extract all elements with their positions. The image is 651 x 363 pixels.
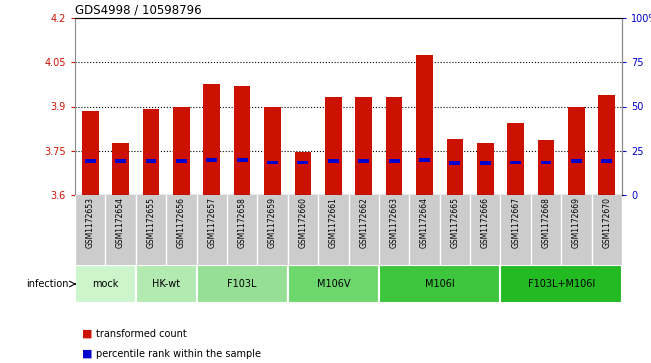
Bar (237, 158, 247, 162)
Text: GSM1172659: GSM1172659 (268, 197, 277, 248)
Text: transformed count: transformed count (96, 329, 187, 339)
Bar (264, 106, 281, 195)
Bar (477, 143, 493, 195)
Bar (136, 265, 197, 303)
Bar (325, 97, 342, 195)
Bar (328, 159, 339, 163)
Bar (234, 86, 251, 195)
Bar (447, 139, 464, 195)
Bar (206, 158, 217, 162)
Bar (379, 265, 501, 303)
Text: GSM1172670: GSM1172670 (602, 197, 611, 248)
Text: F103L: F103L (227, 279, 257, 289)
Bar (358, 159, 369, 163)
Text: GDS4998 / 10598796: GDS4998 / 10598796 (75, 3, 202, 16)
Text: M106V: M106V (316, 279, 350, 289)
Text: GSM1172655: GSM1172655 (146, 197, 156, 248)
Bar (355, 97, 372, 195)
Text: infection: infection (26, 279, 68, 289)
Bar (294, 152, 311, 195)
Bar (480, 161, 491, 165)
Text: GSM1172662: GSM1172662 (359, 197, 368, 248)
Bar (510, 161, 521, 164)
Bar (538, 139, 555, 195)
Text: M106I: M106I (425, 279, 454, 289)
Bar (85, 159, 96, 163)
Text: GSM1172667: GSM1172667 (511, 197, 520, 248)
Text: GSM1172664: GSM1172664 (420, 197, 429, 248)
Text: ■: ■ (81, 349, 92, 359)
Bar (598, 95, 615, 195)
Bar (571, 159, 582, 163)
Bar (143, 109, 159, 195)
Text: GSM1172658: GSM1172658 (238, 197, 247, 248)
Text: mock: mock (92, 279, 118, 289)
Text: GSM1172661: GSM1172661 (329, 197, 338, 248)
Text: GSM1172666: GSM1172666 (480, 197, 490, 248)
Bar (449, 161, 460, 165)
Text: GSM1172656: GSM1172656 (177, 197, 186, 248)
Bar (288, 265, 379, 303)
Bar (267, 161, 278, 164)
Bar (173, 106, 189, 195)
Bar (507, 123, 524, 195)
Bar (115, 159, 126, 163)
Bar (75, 265, 136, 303)
Bar (112, 143, 129, 195)
Bar (416, 55, 433, 195)
Bar (501, 265, 622, 303)
Bar (146, 159, 156, 163)
Bar (197, 265, 288, 303)
Text: GSM1172663: GSM1172663 (389, 197, 398, 248)
Bar (82, 111, 98, 195)
Text: GSM1172654: GSM1172654 (116, 197, 125, 248)
Text: ■: ■ (81, 329, 92, 339)
Bar (568, 106, 585, 195)
Bar (203, 84, 220, 195)
Text: percentile rank within the sample: percentile rank within the sample (96, 349, 261, 359)
Text: GSM1172657: GSM1172657 (207, 197, 216, 248)
Text: GSM1172665: GSM1172665 (450, 197, 460, 248)
Bar (298, 161, 309, 164)
Text: GSM1172653: GSM1172653 (86, 197, 94, 248)
Text: GSM1172669: GSM1172669 (572, 197, 581, 248)
Bar (386, 97, 402, 195)
Text: F103L+M106I: F103L+M106I (527, 279, 595, 289)
Bar (602, 159, 612, 163)
Text: GSM1172660: GSM1172660 (298, 197, 307, 248)
Text: GSM1172668: GSM1172668 (542, 197, 551, 248)
Text: HK-wt: HK-wt (152, 279, 180, 289)
Bar (540, 161, 551, 164)
Bar (176, 159, 187, 163)
Bar (419, 158, 430, 162)
Bar (389, 159, 400, 163)
